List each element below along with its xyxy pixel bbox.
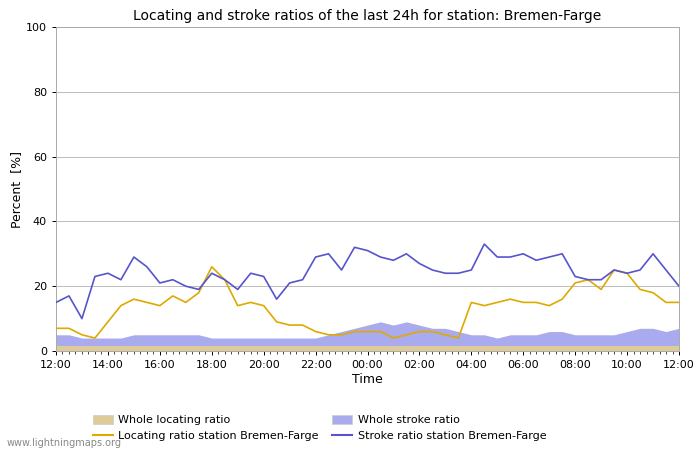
Legend: Whole locating ratio, Locating ratio station Bremen-Farge, Whole stroke ratio, S: Whole locating ratio, Locating ratio sta… [92,415,546,441]
Text: www.lightningmaps.org: www.lightningmaps.org [7,438,122,448]
X-axis label: Time: Time [352,373,383,386]
Y-axis label: Percent  [%]: Percent [%] [10,150,23,228]
Title: Locating and stroke ratios of the last 24h for station: Bremen-Farge: Locating and stroke ratios of the last 2… [134,9,601,23]
